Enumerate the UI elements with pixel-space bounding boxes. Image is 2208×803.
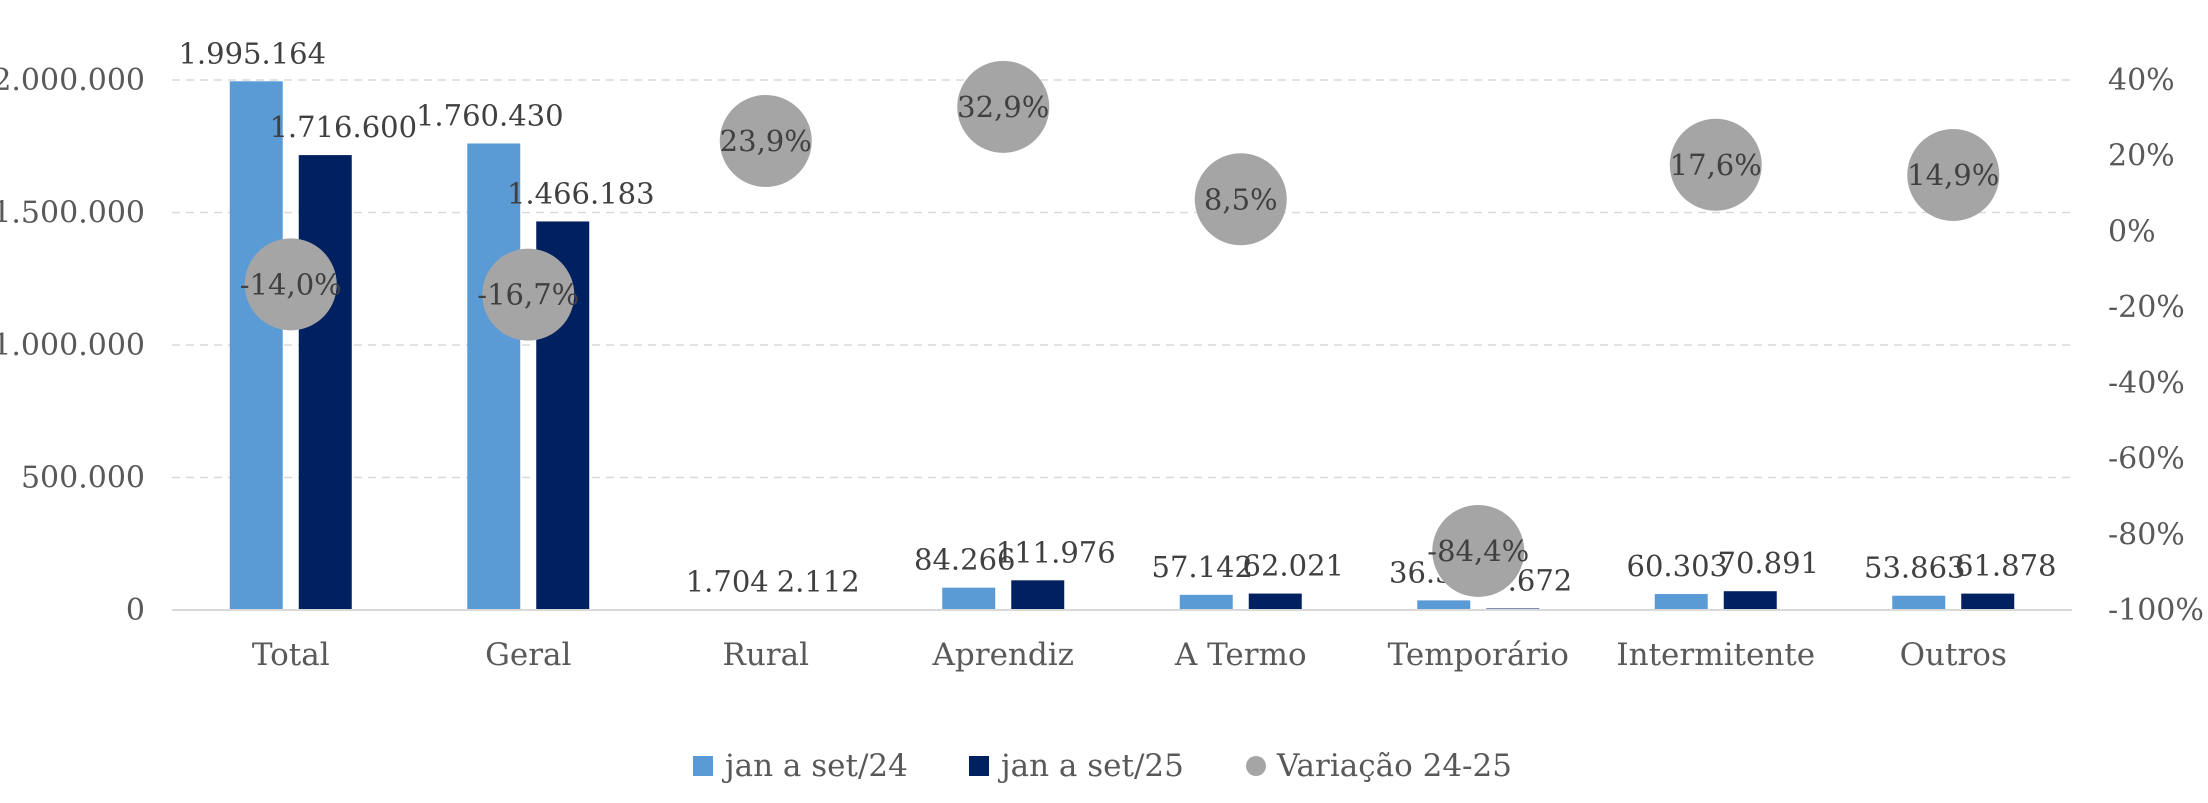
bar-data-label: 1.760.430 — [416, 98, 564, 132]
legend-label: jan a set/25 — [998, 748, 1184, 784]
legend-label: Variação 24-25 — [1276, 748, 1512, 784]
bar-data-label: 1.995.164 — [178, 36, 326, 70]
left-axis-tick-label: 2.000.000 — [0, 63, 145, 98]
category-label: A Termo — [1174, 637, 1307, 673]
variation-data-label: -14,0% — [240, 267, 342, 301]
left-axis-tick-label: 1.500.000 — [0, 196, 145, 231]
right-axis-tick-label: 20% — [2108, 139, 2175, 174]
left-y-axis: 0 500.000 1.000.000 1.500.000 2.000.000 — [0, 63, 145, 628]
bar — [1180, 595, 1233, 610]
variation-data-label: -84,4% — [1427, 534, 1529, 568]
variation-data-label: 17,6% — [1670, 148, 1762, 182]
right-axis-tick-label: -100% — [2108, 593, 2204, 628]
bar-data-label: 53.863 — [1864, 551, 1965, 585]
variation-data-label: 8,5% — [1204, 182, 1278, 216]
bar-data-label: 111.976 — [996, 535, 1116, 569]
right-y-axis: -100% -80% -60% -40% -20% 0% 20% 40% — [2108, 63, 2204, 628]
variation-data-label: 23,9% — [720, 124, 812, 158]
left-axis-tick-label: 1.000.000 — [0, 328, 145, 363]
bar-data-label: 60.303 — [1627, 549, 1728, 583]
bar-data-label: 1.704 — [686, 565, 769, 599]
bar-data-label: 62.021 — [1243, 549, 1344, 583]
bar — [942, 588, 995, 610]
bar — [467, 143, 520, 610]
bar — [1724, 591, 1777, 610]
variation-data-label: -16,7% — [477, 278, 579, 312]
bar-data-label: 70.891 — [1718, 546, 1819, 580]
legend-marker-bar — [693, 756, 713, 776]
category-label: Temporário — [1388, 637, 1569, 673]
bar-data-label: 1.716.600 — [269, 110, 417, 144]
x-axis: Total Geral Rural Aprendiz A Termo Temporário… — [172, 610, 2072, 673]
category-label: Geral — [485, 637, 571, 673]
bar-data-label: 57.142 — [1152, 550, 1253, 584]
gridlines — [172, 80, 2072, 478]
bar-data-label: 61.878 — [1955, 549, 2056, 583]
variation-data-label: 14,9% — [1907, 158, 1999, 192]
left-axis-tick-label: 0 — [126, 593, 145, 628]
right-axis-tick-label: 40% — [2108, 63, 2175, 98]
category-label: Aprendiz — [932, 637, 1074, 673]
bar — [1417, 600, 1470, 610]
bar — [1011, 580, 1064, 610]
bar — [299, 155, 352, 610]
variation-data-label: 32,9% — [957, 90, 1049, 124]
category-label: Rural — [722, 637, 809, 673]
legend-marker-variation — [1246, 756, 1266, 776]
category-label: Intermitente — [1616, 637, 1815, 673]
bar — [1655, 594, 1708, 610]
right-axis-tick-label: -40% — [2108, 366, 2185, 401]
right-axis-tick-label: -20% — [2108, 290, 2185, 325]
legend: jan a set/24 jan a set/25 Variação 24-25 — [693, 748, 1512, 784]
category-label: Outros — [1900, 637, 2007, 673]
legend-marker-bar — [969, 756, 989, 776]
right-axis-tick-label: -60% — [2108, 442, 2185, 477]
legend-label: jan a set/24 — [722, 748, 908, 784]
category-label: Total — [252, 637, 330, 673]
right-axis-tick-label: -80% — [2108, 517, 2185, 552]
bar — [1249, 594, 1302, 610]
bar — [1892, 596, 1945, 610]
bar — [1961, 594, 2014, 610]
bar-data-label: 1.466.183 — [507, 176, 655, 210]
left-axis-tick-label: 500.000 — [21, 461, 145, 496]
right-axis-tick-label: 0% — [2108, 214, 2156, 249]
bar — [230, 81, 283, 610]
bar-data-label: 2.112 — [777, 564, 860, 598]
